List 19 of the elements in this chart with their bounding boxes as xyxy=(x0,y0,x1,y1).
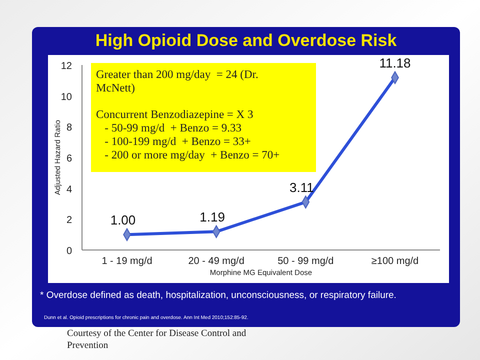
note-box: Greater than 200 mg/day = 24 (Dr. McNett) Concurrent Benzodiazepine = X 3 - 50-99 mg/d + Benzo = 9.33 - 100-199 mg/d + Benzo = 33+ - 200 or more mg/day + Benzo = 70+ xyxy=(91,63,316,172)
y-tick-label: 10 xyxy=(60,92,72,103)
data-label: 3.11 xyxy=(289,180,314,196)
text: * Overdose defined as death, hospitalization, unconsciousness, or respiratory failure. xyxy=(40,290,396,301)
x-tick-label: 20 - 49 mg/d xyxy=(188,256,244,267)
chart-title: High Opioid Dose and Overdose Risk xyxy=(95,31,398,50)
x-tick-label: ≥100 mg/d xyxy=(371,256,419,267)
y-tick-label: 6 xyxy=(66,154,72,164)
x-tick-label: 1 - 19 mg/d xyxy=(102,256,152,267)
data-label: 1.00 xyxy=(110,212,136,228)
data-label: 1.19 xyxy=(200,210,225,225)
data-label: 11.18 xyxy=(379,56,411,71)
y-tick-label: 0 xyxy=(66,246,72,257)
text: Courtesy of the Center for Disease Control and Prevention xyxy=(67,329,246,351)
x-tick-label: 50 - 99 mg/d xyxy=(278,256,334,267)
y-tick-label: 4 xyxy=(66,184,72,196)
y-tick-label: 8 xyxy=(66,122,72,134)
y-tick-label: 2 xyxy=(66,215,72,226)
y-tick-label: 12 xyxy=(60,61,72,72)
